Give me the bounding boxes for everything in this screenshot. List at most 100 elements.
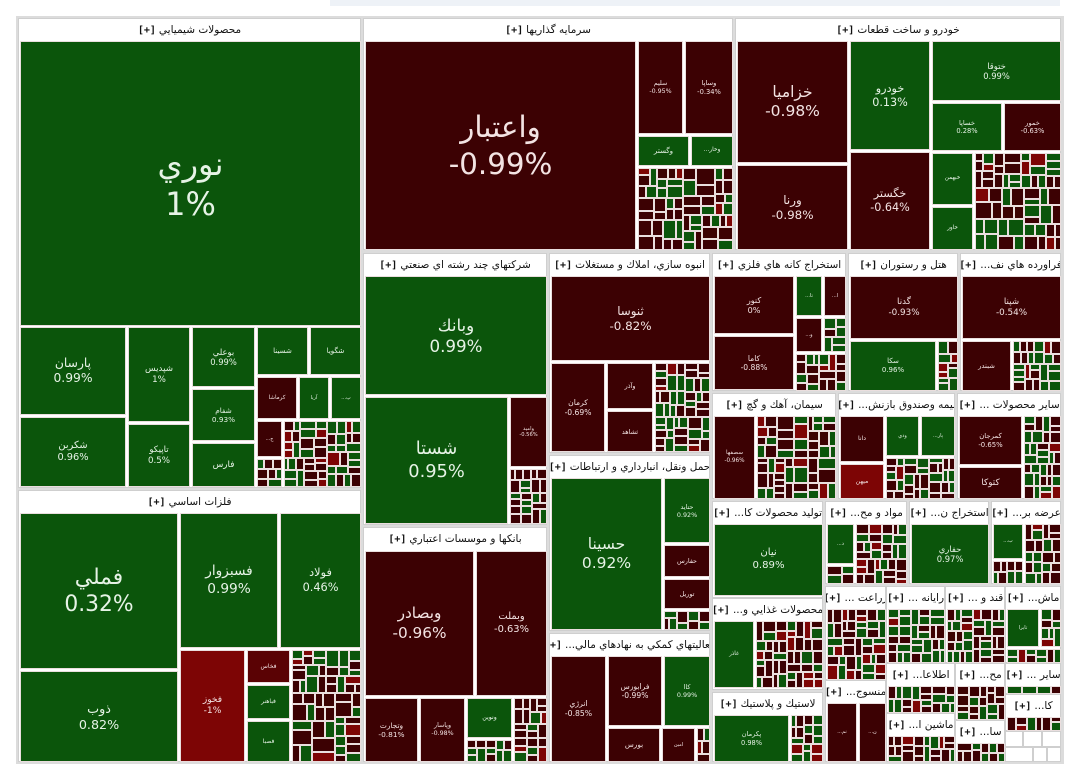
stock-tile-small[interactable]: [930, 736, 939, 749]
stock-tile[interactable]: تايرا: [1007, 609, 1039, 647]
stock-tile-small[interactable]: [486, 754, 496, 762]
stock-tile-small[interactable]: [774, 493, 785, 499]
stock-tile-small[interactable]: [702, 392, 710, 402]
stock-tile-small[interactable]: [1008, 219, 1024, 236]
stock-tile-small[interactable]: [787, 651, 794, 664]
stock-tile-small[interactable]: [982, 171, 994, 179]
stock-tile-small[interactable]: [1020, 341, 1027, 352]
stock-tile-small[interactable]: [496, 750, 503, 762]
stock-tile-small[interactable]: [856, 559, 867, 567]
stock-tile-small[interactable]: [1035, 416, 1043, 431]
stock-tile-small[interactable]: [969, 686, 980, 697]
stock-tile-small[interactable]: [775, 463, 785, 473]
stock-tile-small[interactable]: [1014, 236, 1024, 250]
stock-tile-small[interactable]: [1042, 563, 1051, 572]
stock-tile-small[interactable]: [827, 646, 834, 656]
stock-tile-small[interactable]: [961, 623, 973, 631]
stock-tile-small[interactable]: [725, 194, 733, 203]
stock-tile-small[interactable]: [932, 639, 939, 650]
stock-tile-small[interactable]: [349, 650, 361, 661]
stock-tile-small[interactable]: [476, 740, 486, 748]
stock-tile-small[interactable]: [796, 354, 806, 362]
stock-tile-small[interactable]: [268, 479, 282, 487]
stock-tile-small[interactable]: [794, 450, 808, 458]
stock-tile-small[interactable]: [638, 186, 646, 198]
stock-tile[interactable]: شپنا -0.54%: [962, 276, 1061, 339]
stock-tile-small[interactable]: [336, 474, 344, 487]
stock-tile-small[interactable]: [667, 375, 677, 391]
stock-tile-small[interactable]: [1034, 341, 1044, 352]
stock-tile-small[interactable]: [856, 609, 867, 616]
stock-tile-small[interactable]: [1055, 224, 1061, 237]
stock-tile-small[interactable]: [715, 180, 723, 194]
stock-tile-small[interactable]: [514, 730, 527, 738]
stock-tile-small[interactable]: [1002, 206, 1014, 219]
stock-tile-small[interactable]: [296, 458, 304, 470]
stock-tile-small[interactable]: [1040, 464, 1047, 476]
stock-tile-small[interactable]: [337, 676, 345, 693]
stock-tile-small[interactable]: [803, 672, 814, 679]
stock-tile-small[interactable]: [929, 473, 943, 482]
stock-tile-small[interactable]: [268, 469, 276, 479]
stock-tile-small[interactable]: [1021, 153, 1030, 161]
stock-tile-small[interactable]: [949, 458, 955, 470]
stock-tile-small[interactable]: [914, 489, 920, 499]
stock-tile-small[interactable]: [300, 680, 306, 693]
stock-tile-small[interactable]: [829, 354, 836, 371]
expand-sector-button[interactable]: [+]: [910, 507, 928, 519]
stock-tile-small[interactable]: [987, 714, 998, 720]
stock-tile[interactable]: وبصادر -0.96%: [365, 551, 474, 696]
stock-tile-small[interactable]: [667, 186, 683, 198]
stock-tile-small[interactable]: [667, 430, 674, 438]
stock-tile-small[interactable]: [663, 239, 672, 250]
stock-tile[interactable]: كرمان -0.69%: [551, 363, 605, 452]
stock-tile-small[interactable]: [804, 621, 811, 639]
stock-tile-small[interactable]: [1002, 188, 1011, 206]
stock-tile-small[interactable]: [1048, 188, 1061, 205]
stock-tile[interactable]: حتايد 0.92%: [664, 478, 710, 543]
stock-tile-small[interactable]: [335, 724, 345, 736]
stock-tile-small[interactable]: [701, 206, 715, 215]
stock-tile-small[interactable]: [862, 673, 875, 680]
stock-tile-small[interactable]: [814, 679, 823, 688]
stock-tile-small[interactable]: [819, 446, 830, 458]
stock-tile-small[interactable]: [819, 365, 829, 371]
stock-tile-small[interactable]: [808, 450, 819, 458]
stock-tile-small[interactable]: [1024, 199, 1040, 205]
stock-tile-small[interactable]: [869, 524, 882, 534]
stock-tile-small[interactable]: [992, 202, 1002, 219]
stock-tile-small[interactable]: [791, 738, 804, 744]
stock-tile-small[interactable]: [897, 458, 904, 466]
stock-tile[interactable]: فصبا: [247, 721, 290, 762]
stock-tile-small[interactable]: [720, 215, 726, 227]
stock-tile-small[interactable]: [677, 391, 685, 405]
stock-tile-small[interactable]: [1054, 552, 1061, 563]
stock-tile-small[interactable]: [766, 641, 773, 651]
stock-tile-small[interactable]: [292, 659, 303, 665]
expand-sector-button[interactable]: [+]: [379, 259, 398, 271]
stock-tile-small[interactable]: [677, 363, 685, 375]
stock-tile-small[interactable]: [856, 628, 867, 638]
stock-tile-small[interactable]: [1046, 169, 1061, 176]
stock-tile-small[interactable]: [787, 664, 801, 672]
stock-tile[interactable]: ورنا -0.98%: [737, 165, 848, 250]
stock-tile-small[interactable]: [1030, 153, 1046, 166]
stock-tile-small[interactable]: [313, 650, 326, 658]
stock-tile-small[interactable]: [989, 188, 1002, 202]
expand-sector-button[interactable]: [+]: [147, 496, 166, 508]
stock-tile-small[interactable]: [957, 706, 969, 712]
stock-tile-small[interactable]: [683, 196, 701, 206]
stock-tile[interactable]: وبملت -0.63%: [476, 551, 547, 696]
stock-tile-small[interactable]: [944, 743, 955, 749]
stock-tile-small[interactable]: [982, 179, 994, 188]
stock-tile-small[interactable]: [757, 458, 768, 463]
stock-tile-small[interactable]: [1004, 163, 1021, 174]
stock-tile-small[interactable]: [670, 391, 677, 405]
stock-tile-small[interactable]: [886, 466, 896, 472]
stock-tile-small[interactable]: [316, 421, 327, 429]
stock-tile[interactable]: نيان 0.89%: [714, 524, 823, 596]
stock-tile[interactable]: خزاميا -0.98%: [737, 41, 848, 163]
stock-tile-small[interactable]: [650, 168, 657, 186]
stock-tile-small[interactable]: [327, 452, 340, 466]
stock-tile[interactable]: توريل: [664, 579, 710, 609]
